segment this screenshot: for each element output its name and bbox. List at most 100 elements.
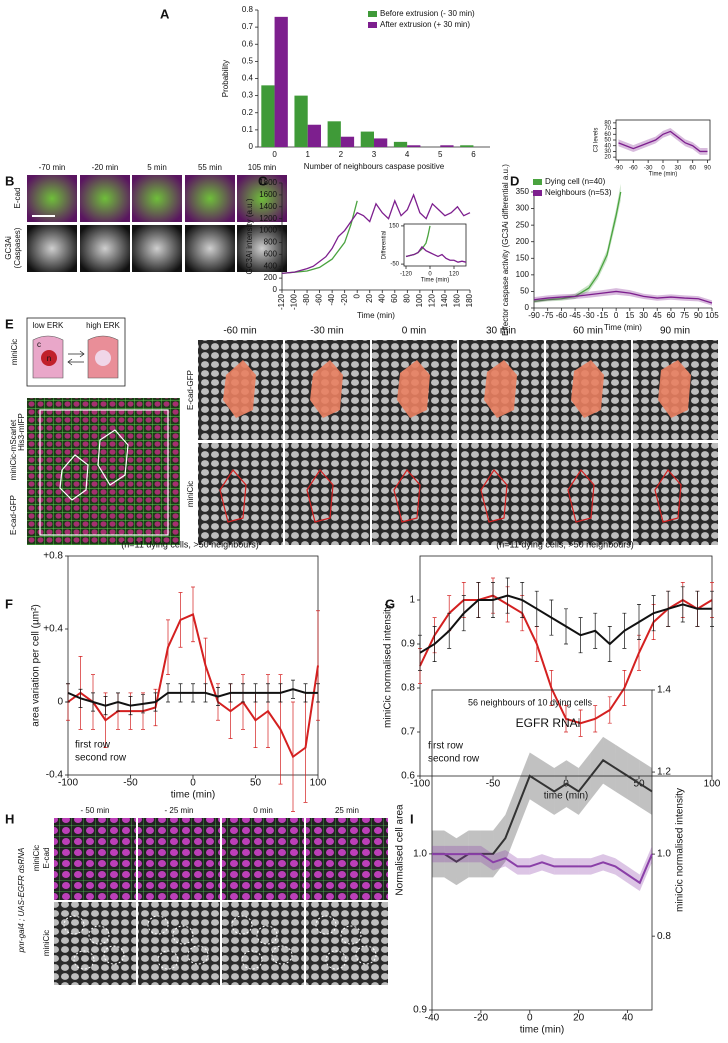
panel-letter: G [385,596,395,611]
label: 0 [249,142,254,151]
label: 0.3 [242,91,254,100]
axes [533,192,712,309]
micrograph [27,398,180,545]
y-axis-title: area variation per cell (µm²) [31,604,42,726]
channel-label: miniCic-mScarlet [9,419,18,480]
row-label: miniCic [186,481,195,507]
label: -120 [277,293,286,310]
bar [307,124,321,147]
panel-letter: D [510,173,519,188]
bar [407,145,421,147]
micrograph [80,225,130,272]
micrograph [459,443,544,545]
time-label: -20 min [92,163,119,172]
x-axis-title: Time (min) [604,323,642,332]
x-axis-title: time (min) [520,1025,564,1036]
label: 15 [625,311,634,320]
label: 0 [428,272,432,278]
panel-letter: F [5,596,13,611]
legend-label: After extrusion (+ 30 min) [380,20,470,29]
time-label: 0 min [402,326,426,337]
plot-frame [431,689,653,1011]
panel-letter: I [410,811,414,826]
micrograph [132,225,182,272]
legend-label: second row [428,754,480,765]
schematic-title: miniCic [10,339,19,365]
y-axis-title: Effector caspase activity (GC3Ai differe… [501,164,510,336]
label: 0.2 [242,108,254,117]
panel-letter: E [5,316,14,331]
label: +0.8 [43,551,63,562]
label: 140 [440,293,449,307]
micrograph [132,175,182,222]
annotation: 56 neighbours of 10 dying cells [468,697,593,707]
label: 160 [453,293,462,307]
label: 180 [465,293,474,307]
label: -90 [528,311,540,320]
genotype: pnr-gal4 ; UAS-EGFR dsRNA [17,848,26,954]
label: 2 [339,150,344,159]
legend-swatch [368,11,377,17]
bar [360,131,374,147]
dying-cell-region [310,360,343,418]
nucleus [41,350,57,366]
micrograph [237,175,287,222]
label: 0 [190,778,196,789]
label: -50 [123,778,138,789]
time-label: 55 min [198,163,222,172]
chart: -120 -100 -80 -60 -40 -20 0 20 40 60 80 100 120 140 16… [245,178,474,320]
time-label: -60 min [223,326,256,337]
label: 0 [57,697,63,708]
label: 0.6 [242,39,254,48]
series-line [618,130,708,153]
bar [294,95,308,147]
nucleus-label: n [47,354,51,363]
label: +0.4 [43,624,63,635]
label: 0 [661,166,665,172]
label: 60 [390,293,399,302]
label: 30 [674,166,681,172]
series-line [432,853,653,885]
micrograph [80,175,130,222]
label: 0.1 [242,125,254,134]
legend-label: Before extrusion (- 30 min) [380,9,475,18]
panel-letter: B [5,173,14,188]
label: 75 [680,311,689,320]
dying-cell-region [571,360,604,418]
roi [480,469,508,523]
label: -100 [290,293,299,310]
nucleus-outline [340,925,362,945]
row-label: miniCic [32,845,41,871]
nucleus-outline [147,915,169,935]
bar [460,145,474,147]
bar [393,141,408,147]
label: 20 [604,155,611,161]
row-label: E-cad [42,848,51,869]
row-label: E-cad [13,188,22,209]
label: 150 [389,223,400,229]
legend-swatch [533,179,542,185]
label: 0 [614,311,619,320]
series-line [533,290,713,304]
image-panels: -70 min -20 min 5 min 55 min 105 minE-cadGC3… [4,163,718,985]
label: 5 [438,150,443,159]
micrograph [306,818,388,900]
panel-letter: A [160,6,170,21]
label: 50 [604,138,611,144]
row-label: (Caspases) [13,227,22,268]
chart: 0 1 2 3 4 5 6 0 0.1 0.2 0.3 0.4 0.5 0.6 0.7 0.8 Number o… [221,5,490,171]
bar [440,145,454,147]
dying-cell-region [397,360,430,418]
micrograph [185,225,235,272]
label: 800 [264,238,278,247]
label: -15 [597,311,609,320]
label: 1.4 [657,685,671,696]
label: 0 [352,293,361,298]
label: 80 [402,293,411,302]
series-line [405,245,467,263]
label: -75 [542,311,554,320]
label: 40 [377,293,386,302]
label: 0.8 [242,5,254,14]
nucleus-outline [256,925,278,945]
